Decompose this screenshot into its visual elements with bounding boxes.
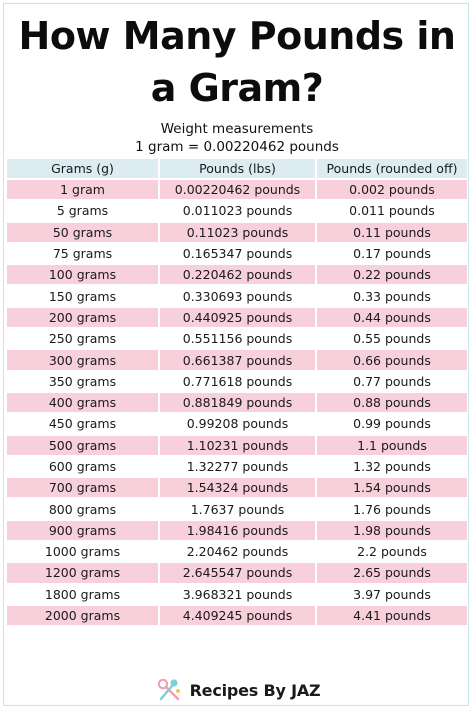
cell-pounds: 4.409245 pounds bbox=[160, 605, 315, 626]
table-row: 100 grams 0.220462 pounds 0.22 pounds bbox=[7, 265, 467, 285]
table-row: 2000 grams 4.409245 pounds 4.41 pounds bbox=[7, 605, 467, 626]
page-frame bbox=[3, 3, 469, 706]
cell-pounds: 1.32277 pounds bbox=[160, 456, 315, 477]
cell-pounds-rounded: 0.77 pounds bbox=[317, 371, 467, 391]
cell-pounds: 3.968321 pounds bbox=[160, 584, 315, 604]
cell-grams: 250 grams bbox=[7, 329, 158, 349]
cell-pounds-rounded: 3.97 pounds bbox=[317, 584, 467, 604]
cell-pounds-rounded: 1.98 pounds bbox=[317, 520, 467, 541]
table-row: 350 grams 0.771618 pounds 0.77 pounds bbox=[7, 371, 467, 391]
table-row: 50 grams 0.11023 pounds 0.11 pounds bbox=[7, 222, 467, 242]
cell-pounds: 1.98416 pounds bbox=[160, 520, 315, 541]
cell-grams: 1 gram bbox=[7, 180, 158, 200]
cell-pounds: 0.771618 pounds bbox=[160, 371, 315, 391]
cell-pounds-rounded: 2.65 pounds bbox=[317, 563, 467, 583]
cell-pounds: 2.645547 pounds bbox=[160, 563, 315, 583]
cell-pounds: 0.00220462 pounds bbox=[160, 180, 315, 200]
kitchen-utensils-icon bbox=[157, 678, 180, 701]
table-row: 1200 grams 2.645547 pounds 2.65 pounds bbox=[7, 563, 467, 583]
table-body: 1 gram 0.00220462 pounds 0.002 pounds 5 gra… bbox=[7, 180, 467, 626]
cell-pounds-rounded: 0.88 pounds bbox=[317, 392, 467, 413]
cell-grams: 300 grams bbox=[7, 350, 158, 370]
cell-grams: 600 grams bbox=[7, 456, 158, 477]
cell-pounds: 0.440925 pounds bbox=[160, 307, 315, 328]
cell-grams: 700 grams bbox=[7, 478, 158, 498]
cell-pounds: 1.7637 pounds bbox=[160, 499, 315, 519]
cell-grams: 450 grams bbox=[7, 414, 158, 434]
brand-name: Recipes By JAZ bbox=[189, 680, 321, 700]
footer: Recipes By JAZ bbox=[0, 676, 474, 704]
cell-pounds-rounded: 1.1 pounds bbox=[317, 435, 467, 455]
table-row: 400 grams 0.881849 pounds 0.88 pounds bbox=[7, 392, 467, 413]
cell-grams: 5 grams bbox=[7, 201, 158, 221]
conversion-table: Grams (g) Pounds (lbs) Pounds (rounded o… bbox=[5, 157, 469, 627]
cell-pounds-rounded: 0.22 pounds bbox=[317, 265, 467, 285]
table-row: 150 grams 0.330693 pounds 0.33 pounds bbox=[7, 286, 467, 306]
table-row: 300 grams 0.661387 pounds 0.66 pounds bbox=[7, 350, 467, 370]
table-row: 75 grams 0.165347 pounds 0.17 pounds bbox=[7, 243, 467, 264]
cell-pounds-rounded: 1.54 pounds bbox=[317, 478, 467, 498]
cell-pounds-rounded: 0.011 pounds bbox=[317, 201, 467, 221]
conversion-note: 1 gram = 0.00220462 pounds bbox=[135, 139, 339, 155]
table-row: 5 grams 0.011023 pounds 0.011 pounds bbox=[7, 201, 467, 221]
cell-grams: 400 grams bbox=[7, 392, 158, 413]
table-row: 700 grams 1.54324 pounds 1.54 pounds bbox=[7, 478, 467, 498]
subtitle: Weight measurements bbox=[160, 121, 314, 137]
cell-grams: 150 grams bbox=[7, 286, 158, 306]
cell-pounds-rounded: 0.99 pounds bbox=[317, 414, 467, 434]
table-row: 800 grams 1.7637 pounds 1.76 pounds bbox=[7, 499, 467, 519]
cell-pounds: 0.551156 pounds bbox=[160, 329, 315, 349]
header-pounds: Pounds (lbs) bbox=[160, 159, 315, 178]
cell-grams: 350 grams bbox=[7, 371, 158, 391]
page-title: How Many Pounds in a Gram? bbox=[18, 14, 456, 110]
cell-pounds: 0.881849 pounds bbox=[160, 392, 315, 413]
table-row: 500 grams 1.10231 pounds 1.1 pounds bbox=[7, 435, 467, 455]
cell-pounds: 0.165347 pounds bbox=[160, 243, 315, 264]
cell-grams: 1000 grams bbox=[7, 542, 158, 562]
cell-pounds: 0.661387 pounds bbox=[160, 350, 315, 370]
cell-grams: 900 grams bbox=[7, 520, 158, 541]
cell-pounds: 0.330693 pounds bbox=[160, 286, 315, 306]
cell-pounds-rounded: 2.2 pounds bbox=[317, 542, 467, 562]
cell-pounds: 0.220462 pounds bbox=[160, 265, 315, 285]
table-row: 900 grams 1.98416 pounds 1.98 pounds bbox=[7, 520, 467, 541]
cell-pounds-rounded: 0.17 pounds bbox=[317, 243, 467, 264]
cell-pounds-rounded: 0.11 pounds bbox=[317, 222, 467, 242]
cell-grams: 50 grams bbox=[7, 222, 158, 242]
cell-pounds: 1.10231 pounds bbox=[160, 435, 315, 455]
cell-grams: 100 grams bbox=[7, 265, 158, 285]
cell-pounds-rounded: 0.66 pounds bbox=[317, 350, 467, 370]
table-row: 600 grams 1.32277 pounds 1.32 pounds bbox=[7, 456, 467, 477]
header-grams: Grams (g) bbox=[7, 159, 158, 178]
cell-grams: 1800 grams bbox=[7, 584, 158, 604]
cell-pounds-rounded: 0.002 pounds bbox=[317, 180, 467, 200]
cell-pounds: 1.54324 pounds bbox=[160, 478, 315, 498]
cell-pounds-rounded: 1.76 pounds bbox=[317, 499, 467, 519]
header-pounds-rounded: Pounds (rounded off) bbox=[317, 159, 467, 178]
table-row: 1000 grams 2.20462 pounds 2.2 pounds bbox=[7, 542, 467, 562]
cell-pounds: 2.20462 pounds bbox=[160, 542, 315, 562]
table-row: 200 grams 0.440925 pounds 0.44 pounds bbox=[7, 307, 467, 328]
table-header-row: Grams (g) Pounds (lbs) Pounds (rounded o… bbox=[7, 159, 467, 178]
cell-pounds-rounded: 0.44 pounds bbox=[317, 307, 467, 328]
table-row: 1 gram 0.00220462 pounds 0.002 pounds bbox=[7, 180, 467, 200]
cell-grams: 800 grams bbox=[7, 499, 158, 519]
table-row: 250 grams 0.551156 pounds 0.55 pounds bbox=[7, 329, 467, 349]
table-row: 450 grams 0.99208 pounds 0.99 pounds bbox=[7, 414, 467, 434]
cell-pounds-rounded: 0.33 pounds bbox=[317, 286, 467, 306]
cell-pounds-rounded: 0.55 pounds bbox=[317, 329, 467, 349]
cell-pounds: 0.99208 pounds bbox=[160, 414, 315, 434]
cell-grams: 500 grams bbox=[7, 435, 158, 455]
cell-grams: 2000 grams bbox=[7, 605, 158, 626]
cell-grams: 200 grams bbox=[7, 307, 158, 328]
cell-pounds-rounded: 1.32 pounds bbox=[317, 456, 467, 477]
cell-grams: 1200 grams bbox=[7, 563, 158, 583]
cell-pounds: 0.011023 pounds bbox=[160, 201, 315, 221]
cell-pounds: 0.11023 pounds bbox=[160, 222, 315, 242]
cell-pounds-rounded: 4.41 pounds bbox=[317, 605, 467, 626]
table-row: 1800 grams 3.968321 pounds 3.97 pounds bbox=[7, 584, 467, 604]
cell-grams: 75 grams bbox=[7, 243, 158, 264]
